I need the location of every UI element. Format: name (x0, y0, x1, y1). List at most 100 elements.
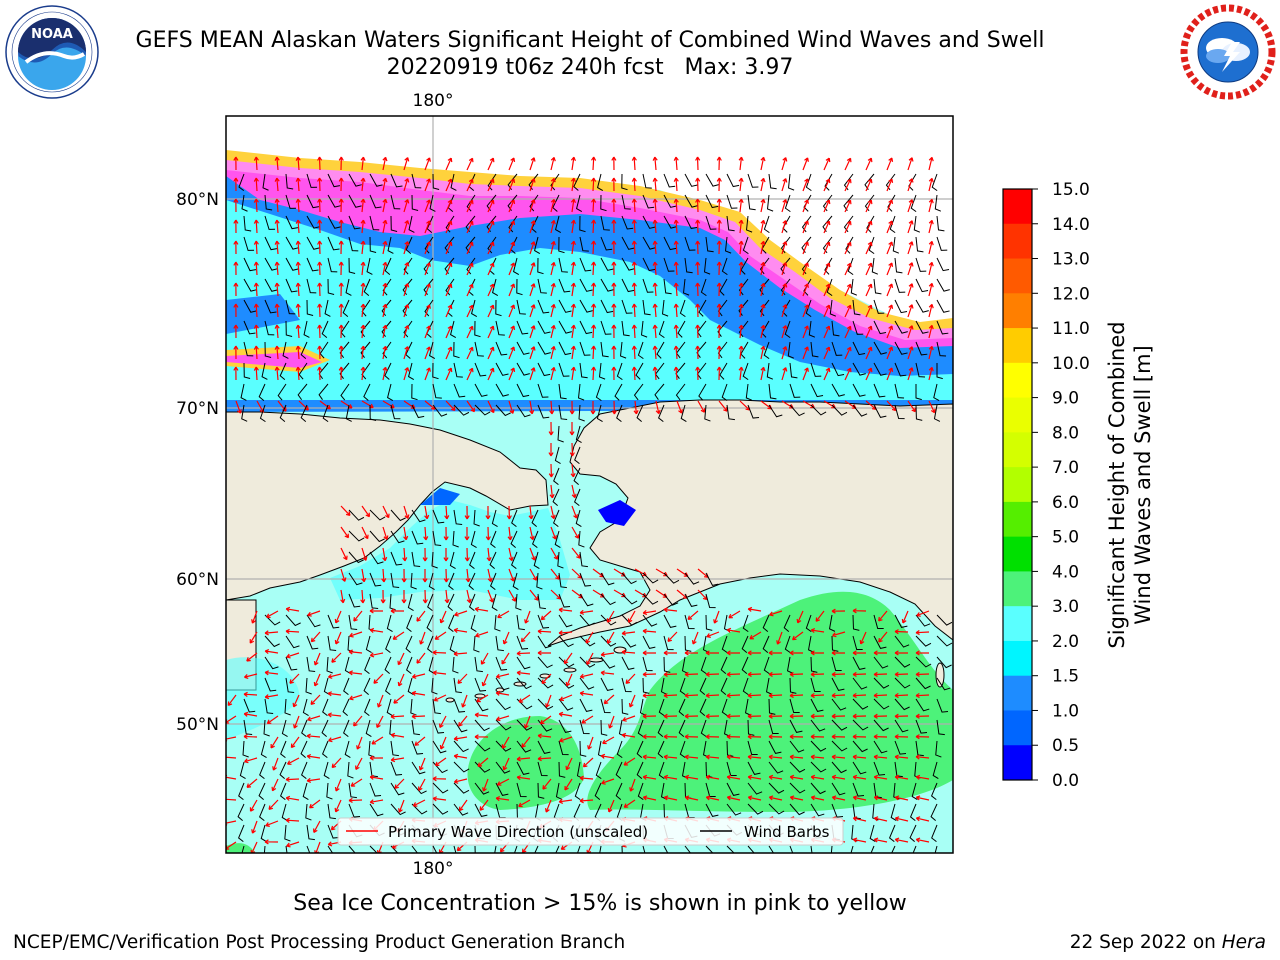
wind-barb (369, 173, 383, 187)
wave-direction-arrow (508, 304, 516, 318)
wind-barb (363, 278, 371, 296)
wind-barb (348, 614, 358, 631)
wave-direction-arrow (361, 526, 369, 540)
colorbar-tick-label: 13.0 (1052, 250, 1090, 270)
wind-barb (742, 614, 749, 633)
wind-barb (915, 740, 924, 757)
wind-barb (768, 845, 775, 853)
wave-direction-arrow (738, 156, 744, 171)
wave-direction-arrow (652, 303, 658, 318)
wave-direction-arrow (915, 671, 930, 677)
wind-barb (408, 215, 415, 233)
wave-direction-arrow (508, 547, 514, 562)
wave-direction-arrow (287, 757, 300, 765)
wave-direction-arrow (591, 324, 597, 339)
wave-direction-arrow (915, 754, 930, 760)
wind-barb (537, 341, 551, 355)
colorbar-tick-label: 5.0 (1052, 528, 1079, 548)
wave-direction-arrow (894, 713, 909, 719)
wave-direction-arrow (529, 199, 536, 213)
wind-barb (516, 320, 529, 335)
wave-direction-arrow (570, 156, 576, 171)
wave-direction-arrow (844, 346, 852, 360)
wind-barb (369, 551, 384, 565)
wave-direction-arrow (453, 778, 468, 784)
wave-direction-arrow (466, 367, 474, 381)
lat-label-70: 70°N (176, 399, 219, 419)
wave-direction-arrow (928, 303, 934, 318)
wind-barb (384, 257, 392, 275)
wind-barb (657, 719, 665, 737)
wave-direction-arrow (382, 324, 388, 339)
wave-direction-arrow (570, 366, 576, 381)
wave-direction-arrow (705, 734, 720, 740)
wind-barb (448, 572, 455, 591)
wave-direction-arrow (355, 757, 363, 770)
wave-direction-arrow (550, 505, 556, 520)
wave-direction-arrow (738, 198, 744, 213)
wave-direction-arrow (558, 630, 573, 636)
wind-barb (726, 740, 734, 757)
colorbar-block (1003, 571, 1032, 607)
wind-barb (661, 299, 669, 317)
wave-direction-arrow (348, 670, 363, 676)
wave-direction-arrow (307, 610, 321, 617)
wind-barb (327, 215, 341, 229)
wind-barb (894, 614, 908, 628)
wave-direction-arrow (621, 649, 636, 655)
wind-barb (578, 404, 585, 422)
wave-direction-arrow (623, 757, 636, 766)
wave-direction-arrow (726, 650, 741, 656)
wave-direction-arrow (907, 346, 914, 360)
lon-label-top: 180° (413, 91, 454, 111)
wind-barb (279, 362, 287, 380)
wind-barb (237, 803, 245, 821)
wave-direction-arrow (831, 754, 846, 760)
wind-barb (431, 551, 438, 569)
wave-direction-arrow (382, 282, 388, 297)
wave-direction-arrow (789, 713, 804, 719)
wind-barb (369, 236, 377, 253)
wave-direction-arrow (789, 774, 804, 780)
colorbar-tick-label: 14.0 (1052, 215, 1090, 235)
wave-direction-arrow (901, 610, 909, 624)
wave-direction-arrow (453, 627, 468, 633)
wave-direction-arrow (726, 754, 741, 760)
wind-barb (642, 656, 653, 672)
wind-barb (801, 257, 812, 275)
wind-barb (340, 383, 350, 401)
wave-direction-arrow (907, 262, 914, 276)
wind-barb (786, 656, 794, 674)
wind-barb (936, 719, 945, 736)
wave-direction-arrow (369, 608, 384, 614)
wave-direction-arrow (253, 261, 259, 276)
wave-direction-arrow (886, 199, 894, 213)
wave-direction-arrow (623, 799, 636, 808)
noaa-logo-text: NOAA (31, 27, 73, 42)
wave-direction-arrow (631, 345, 637, 360)
wave-direction-arrow (726, 671, 741, 677)
wave-direction-arrow (274, 345, 280, 360)
wind-barb (738, 320, 749, 338)
wave-direction-arrow (369, 627, 384, 633)
wind-barb (852, 719, 869, 731)
wave-direction-arrow (334, 631, 342, 645)
wind-barb (427, 635, 434, 654)
wave-direction-arrow (627, 610, 636, 623)
wind-barb (621, 572, 637, 585)
wave-direction-arrow (382, 156, 388, 171)
wind-barb (616, 404, 623, 423)
wind-barb (264, 677, 277, 692)
wave-direction-arrow (550, 156, 556, 171)
wave-direction-arrow (422, 568, 428, 583)
wave-direction-arrow (487, 346, 495, 360)
wind-barb (762, 635, 770, 653)
wave-direction-arrow (507, 526, 513, 541)
nws-logo (1180, 4, 1276, 100)
wave-direction-arrow (528, 505, 534, 520)
wave-direction-arrow (382, 198, 388, 213)
wave-direction-arrow (608, 715, 615, 729)
wind-barb (595, 383, 602, 402)
wind-barb (285, 173, 294, 190)
